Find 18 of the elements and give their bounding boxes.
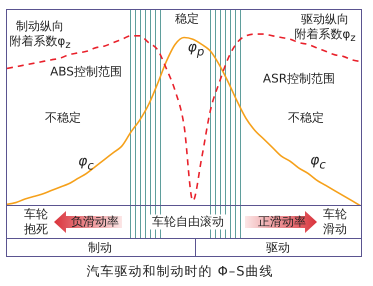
text: 稳定 — [175, 12, 199, 26]
text: 车轮滑动 — [323, 207, 347, 237]
text: 驱动 — [266, 240, 290, 256]
annotation: φ$_{c}$ — [310, 152, 326, 172]
annotation: φ$_{p}$ — [188, 40, 204, 60]
text: 车轮自由滚动 — [150, 214, 226, 230]
annotation: 不稳定 — [45, 110, 81, 126]
text: 负滑动率 — [71, 214, 119, 230]
text: 制动 — [88, 240, 112, 256]
text: 车轮抱死 — [24, 207, 48, 237]
text: 汽车驱动和制动时的 Φ–S曲线 — [86, 264, 274, 280]
annotation: φ$_{c}$ — [78, 154, 94, 174]
annotation: 不稳定 — [288, 110, 324, 126]
annotation: 驱动纵向附着系数φ$_{z}$ — [294, 12, 356, 46]
annotation: ABS控制范围 — [50, 64, 122, 80]
annotation: ASR控制范围 — [262, 72, 336, 86]
annotation: 制动纵向附着系数φ$_{z}$ — [9, 18, 71, 54]
text: 正滑动率 — [258, 214, 306, 230]
